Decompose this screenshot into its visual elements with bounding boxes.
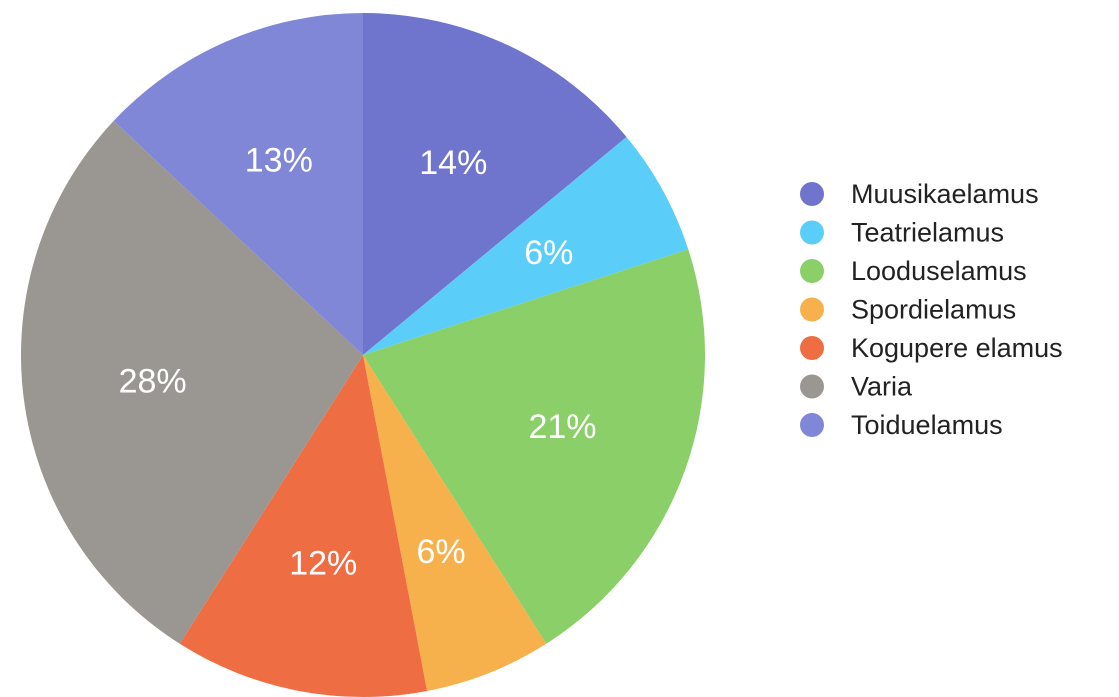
legend-marker-toiduelamus (800, 413, 824, 437)
slice-label-looduselamus: 21% (528, 408, 596, 446)
legend-label-varia: Varia (851, 372, 913, 402)
slice-label-teatrielamus: 6% (524, 234, 573, 272)
pie-slice-looduselamus (363, 249, 705, 644)
legend-marker-spordielamus (800, 297, 824, 322)
pie-slice-muusikaelamus (363, 13, 627, 355)
slice-label-kogupere-elamus: 12% (289, 544, 357, 582)
legend-marker-kogupere-elamus (800, 336, 824, 360)
legend-label-spordielamus: Spordielamus (851, 295, 1016, 325)
pie-slice-teatrielamus (363, 137, 689, 355)
slice-label-spordielamus: 6% (416, 533, 465, 571)
slice-label-muusikaelamus: 14% (419, 144, 487, 182)
legend-marker-teatrielamus (800, 220, 824, 245)
legend-label-looduselamus: Looduselamus (851, 256, 1027, 286)
legend-marker-looduselamus (800, 259, 824, 283)
pie-slice-toiduelamus (113, 13, 364, 355)
pie-slice-spordielamus (363, 355, 547, 691)
legend-label-teatrielamus: Teatrielamus (851, 218, 1004, 248)
pie-slice-kogupere-elamus (179, 355, 428, 697)
legend-label-muusikaelamus: Muusikaelamus (851, 179, 1039, 209)
pie-slice-varia (20, 120, 364, 644)
legend-marker-muusikaelamus (800, 182, 824, 206)
pie-slice-labels: 14% 6% 21% 6% 12% 28% 13% (119, 141, 597, 582)
legend-label-toiduelamus: Toiduelamus (851, 410, 1003, 440)
legend-marker-varia (800, 374, 824, 399)
pie-slices (20, 13, 705, 697)
legend-label-kogupere-elamus: Kogupere elamus (851, 333, 1063, 363)
slice-label-varia: 28% (119, 363, 187, 401)
legend: Muusikaelamus Teatrielamus Looduselamus Spo… (800, 179, 1063, 440)
slice-label-toiduelamus: 13% (245, 141, 313, 179)
